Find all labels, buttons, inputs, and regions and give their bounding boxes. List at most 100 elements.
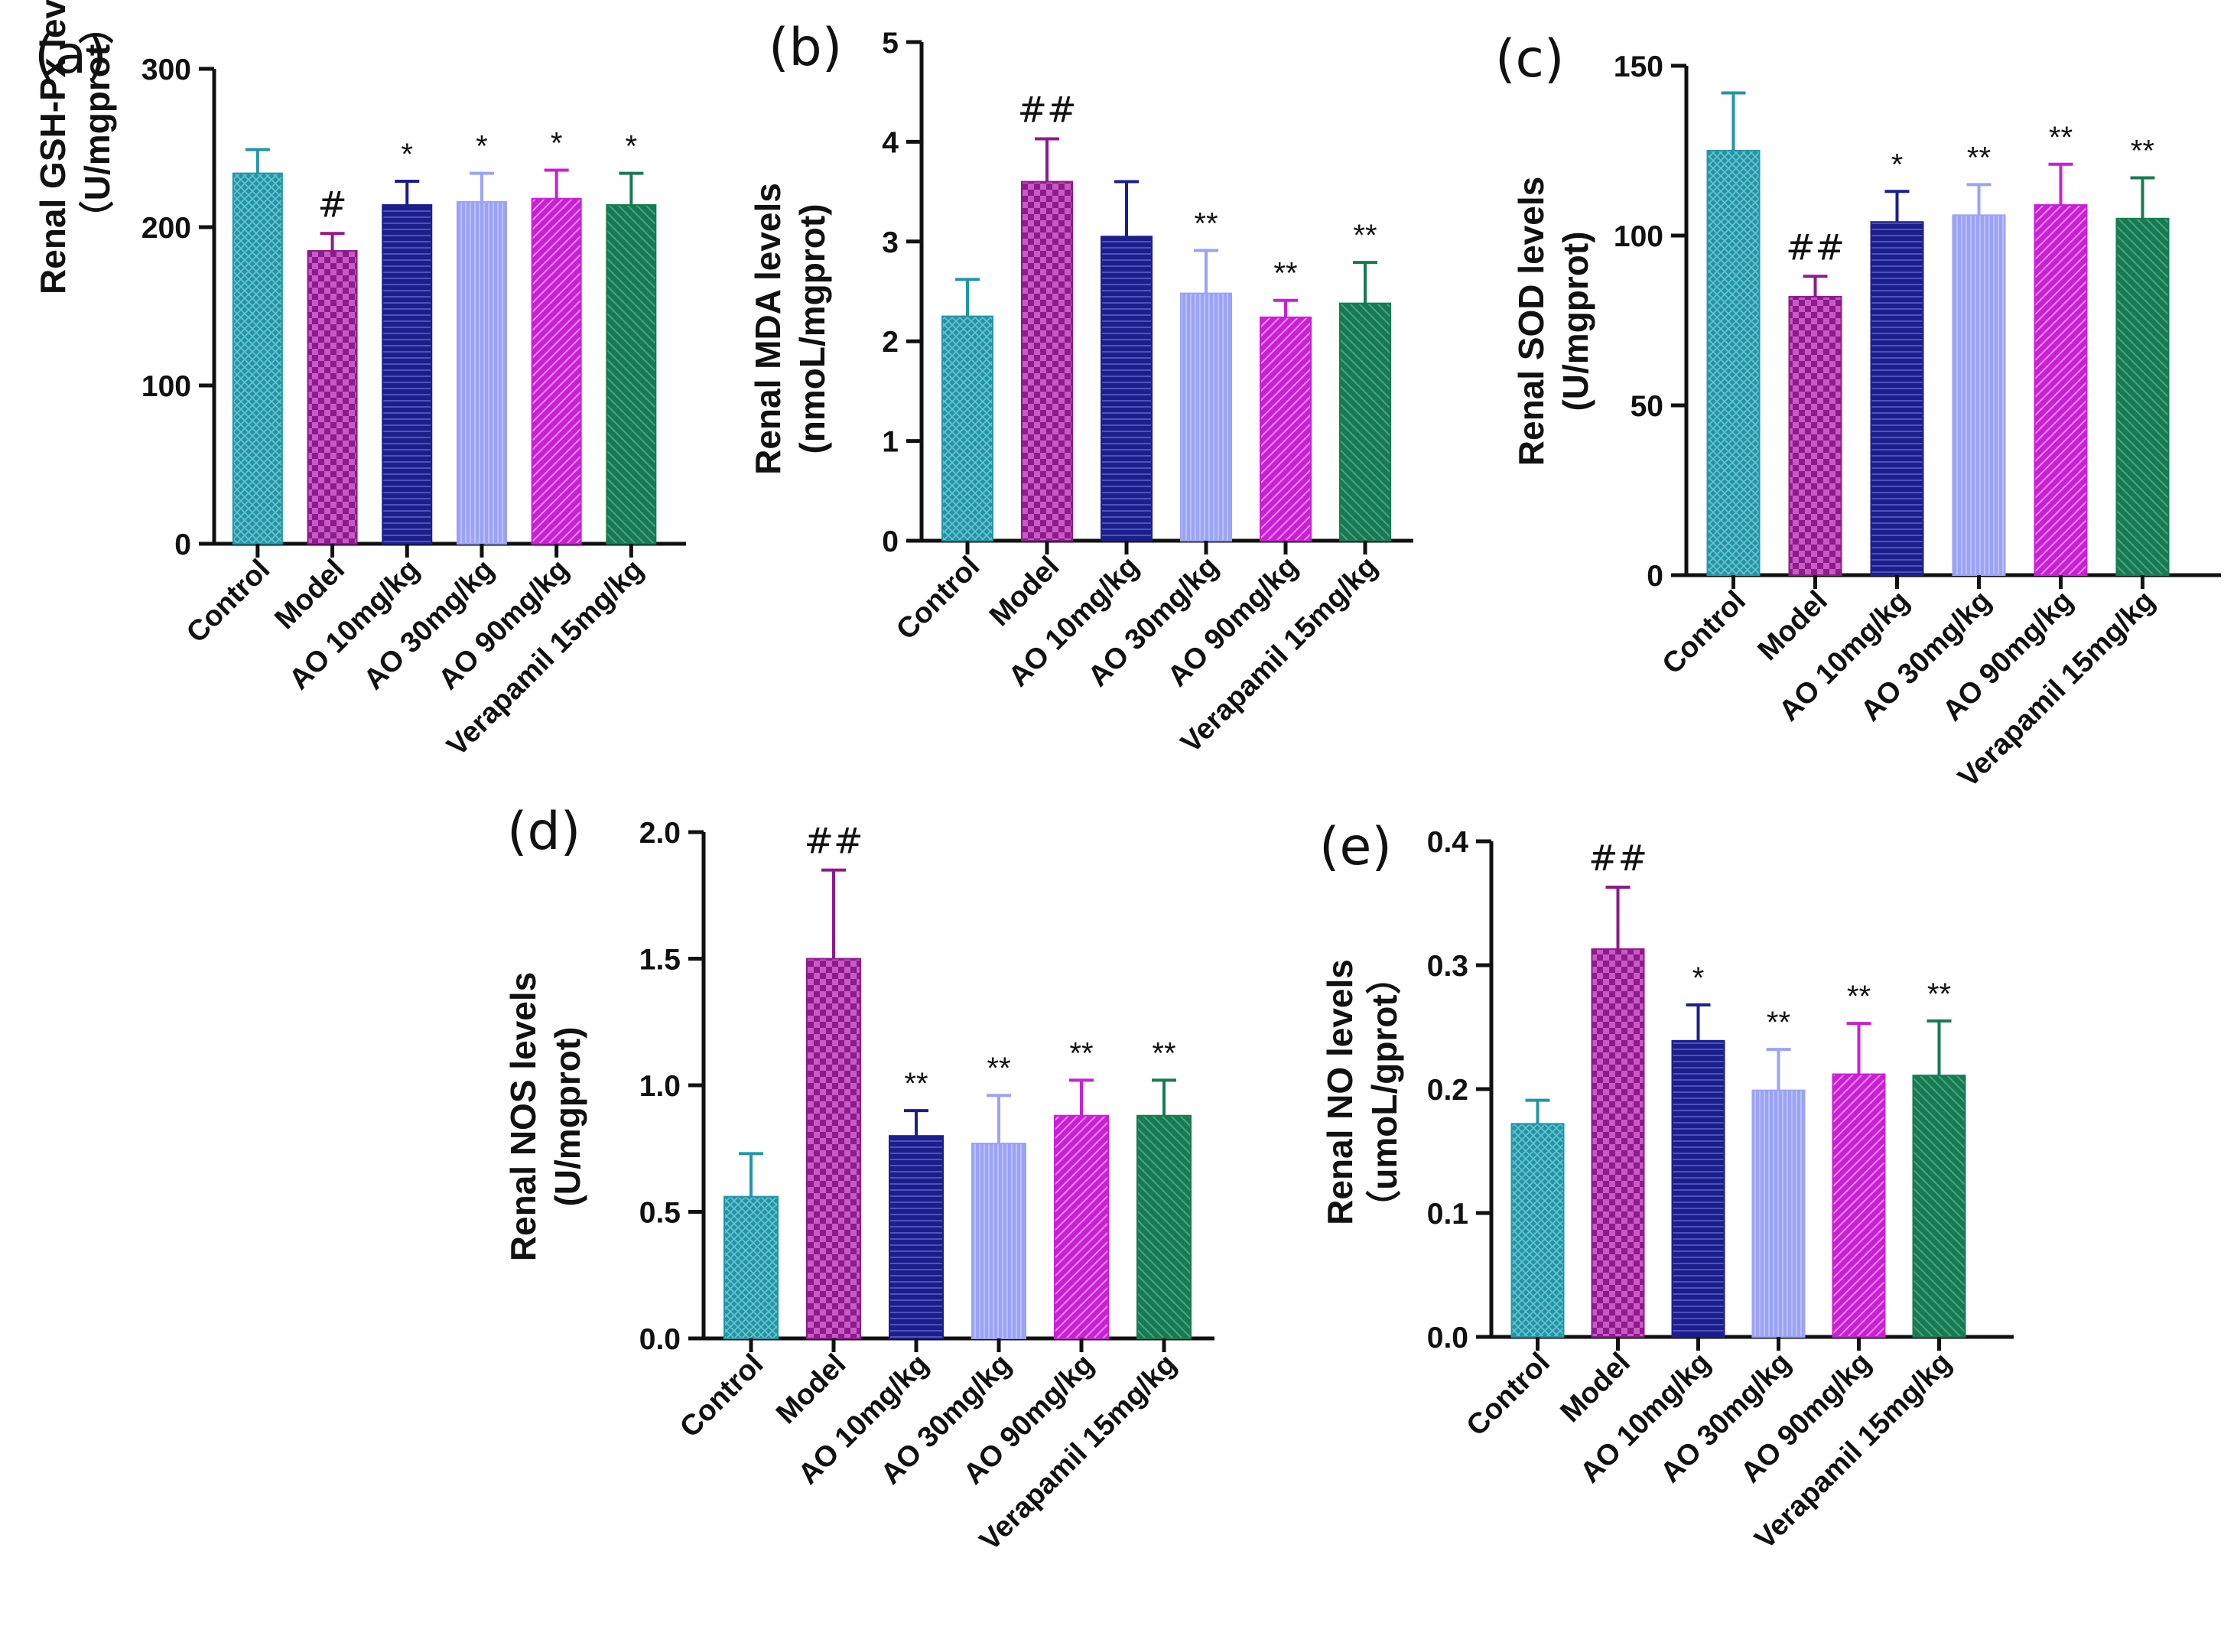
bar-model	[1591, 948, 1645, 1338]
category-label-ao90: AO 90mg/kg	[433, 554, 575, 696]
significance-label: **	[987, 1052, 1010, 1085]
y-tick-label: 150	[1614, 50, 1663, 83]
bar-ao90	[2034, 204, 2088, 576]
significance-label: **	[1847, 980, 1871, 1013]
category-label-ao10: AO 10mg/kg	[283, 554, 425, 696]
y-tick-label: 300	[141, 54, 191, 86]
category-label-control: Control	[1657, 585, 1752, 681]
category-label-control: Control	[180, 554, 276, 649]
bar-model	[806, 958, 861, 1339]
y-tick-label: 5	[882, 27, 899, 60]
bar-control	[1706, 150, 1761, 576]
significance-label: *	[1891, 148, 1904, 181]
chart-panel-2: (b) Renal MDA levels (nmoL/mgprot) 0 1 2 3 4 5 Co…	[748, 18, 1413, 759]
panel-letter: (e)	[1319, 817, 1392, 877]
bar-ao10	[1671, 1039, 1725, 1338]
y-tick-label: 0	[174, 528, 191, 561]
significance-label: *	[1692, 961, 1705, 995]
y-axis-label-line: (nmoL/mgprot)	[792, 203, 832, 454]
significance-label: **	[1353, 219, 1377, 252]
y-tick-label: 1	[882, 426, 899, 459]
category-label-control: Control	[674, 1348, 769, 1444]
significance-label: *	[476, 130, 488, 164]
y-tick-label: 0.5	[639, 1197, 681, 1230]
bar-ao30	[1180, 292, 1232, 541]
bar-verapamil	[1912, 1075, 1966, 1338]
bar-control	[723, 1195, 779, 1340]
significance-label: **	[2131, 135, 2154, 168]
y-axis-label: Renal GSH-Px levels （U/mgprot）	[33, 0, 117, 294]
bar-control	[941, 315, 993, 541]
bar-ao90	[531, 197, 582, 545]
y-tick-label: 200	[141, 212, 191, 245]
bar-verapamil	[2115, 217, 2170, 576]
y-tick-label: 0.1	[1427, 1198, 1468, 1231]
significance-label: **	[1967, 141, 1991, 174]
y-tick-label: 0	[882, 525, 899, 558]
y-tick-label: 1.5	[639, 944, 681, 977]
significance-label: **	[1767, 1006, 1790, 1039]
chart-panel-1: (a)Renal GSH-Px levels （U/mgprot） 0 100 200 3…	[33, 0, 686, 763]
chart-panel-4: (d) Renal NOS levels (U/mgprot) 0.0 0.5 1.0 1.…	[503, 802, 1214, 1557]
panel-letter: (c)	[1495, 29, 1564, 89]
y-axis-label-line: Renal MDA levels	[748, 183, 788, 475]
y-axis-label-line: (U/mgprot)	[548, 1026, 587, 1206]
category-label-ao30: AO 30mg/kg	[358, 554, 500, 696]
y-axis-label-line: Renal NO levels	[1320, 959, 1360, 1225]
significance-label: #	[317, 184, 347, 225]
category-label-control: Control	[1461, 1347, 1556, 1442]
y-axis-label-line: Renal SOD levels	[1511, 177, 1551, 466]
bar-verapamil	[1339, 302, 1391, 541]
y-axis-label: Renal SOD levels (U/mgprot)	[1511, 177, 1595, 466]
chart-panel-3: (c) Renal SOD levels (U/mgprot) 0 50 100 150 Co…	[1495, 29, 2221, 794]
y-axis-label-line: （U/mgprot）	[77, 9, 117, 236]
y-tick-label: 0.4	[1427, 826, 1469, 859]
significance-label: ##	[1588, 837, 1647, 879]
bar-ao30	[1751, 1089, 1806, 1338]
significance-label: **	[1069, 1036, 1093, 1070]
bar-ao90	[1260, 316, 1312, 541]
bar-model	[1788, 295, 1842, 576]
y-axis-label-line: (U/mgprot)	[1556, 231, 1595, 411]
panel-letter: (a)	[34, 25, 107, 86]
panel-letter: (d)	[507, 802, 580, 862]
bar-ao10	[1101, 236, 1153, 541]
bar-verapamil	[1136, 1114, 1192, 1339]
bar-model	[307, 250, 358, 545]
y-tick-label: 0.0	[639, 1323, 681, 1356]
bar-ao90	[1054, 1114, 1109, 1339]
significance-label: *	[401, 138, 413, 171]
y-tick-label: 4	[882, 126, 899, 159]
bar-ao30	[971, 1143, 1026, 1339]
significance-label: **	[2049, 121, 2073, 154]
bar-ao30	[1952, 214, 2006, 576]
significance-label: **	[904, 1067, 928, 1101]
significance-label: **	[1927, 977, 1951, 1011]
significance-label: *	[551, 126, 563, 160]
bar-ao10	[1870, 221, 1924, 576]
y-tick-label: 2	[882, 326, 899, 359]
y-tick-label: 100	[141, 370, 191, 403]
y-tick-label: 0.2	[1427, 1074, 1468, 1107]
bar-model	[1021, 180, 1073, 541]
y-tick-label: 2.0	[639, 817, 681, 850]
y-tick-label: 50	[1631, 390, 1663, 423]
y-axis-label: Renal NO levels （umoL/gprot）	[1320, 959, 1404, 1225]
category-label-control: Control	[890, 551, 986, 646]
y-axis-label: Renal MDA levels (nmoL/mgprot)	[748, 183, 832, 475]
significance-label: **	[1273, 257, 1297, 291]
y-tick-label: 100	[1614, 220, 1663, 253]
significance-label: ##	[1017, 89, 1076, 130]
y-tick-label: 3	[882, 226, 899, 259]
significance-label: ##	[804, 821, 863, 862]
y-axis-label: Renal NOS levels (U/mgprot)	[503, 972, 587, 1261]
y-tick-label: 0	[1647, 560, 1663, 593]
bar-ao30	[456, 200, 507, 545]
bar-verapamil	[606, 204, 657, 545]
significance-label: **	[1152, 1036, 1175, 1070]
bar-ao10	[382, 204, 433, 545]
y-tick-label: 1.0	[639, 1070, 681, 1103]
category-label-model: Model	[1752, 585, 1834, 667]
significance-label: **	[1194, 207, 1218, 241]
